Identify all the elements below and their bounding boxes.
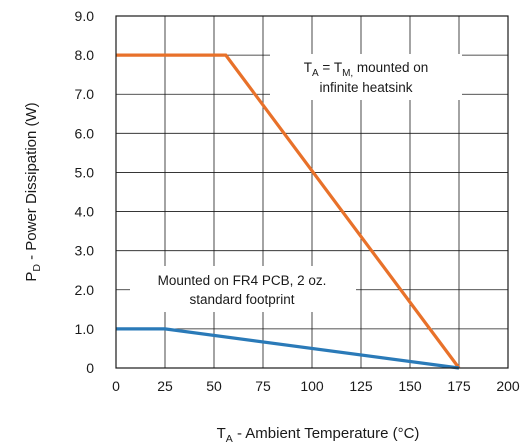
x-tick-label: 50 [206,378,222,394]
x-axis-label-main: T [217,425,226,442]
y-tick-label: 6.0 [75,125,95,141]
y-tick-label: 0 [86,360,94,376]
y-tick-label: 9.0 [75,8,95,24]
x-axis-label: TA - Ambient Temperature (°C) [217,425,420,445]
y-axis-label-rest: - Power Dissipation (W) [23,102,40,264]
x-tick-label: 75 [255,378,271,394]
series-line-0 [116,53,461,369]
y-axis-label-main: P [23,272,40,282]
annotation-heatsink-line2: infinite heatsink [319,80,412,95]
y-tick-label: 7.0 [75,86,95,102]
y-tick-label: 2.0 [75,282,95,298]
y-tick-labels: 0 1.0 2.0 3.0 4.0 5.0 6.0 7.0 8.0 9.0 [75,8,95,376]
annotation-heatsink-line1: TA = TM, mounted on [304,60,428,79]
annotation-heatsink-eq: = T [319,60,342,75]
x-tick-label: 200 [496,378,520,394]
x-tick-label: 25 [157,378,173,394]
annotation-pcb-line2: standard footprint [189,292,294,307]
y-tick-label: 5.0 [75,164,95,180]
x-tick-label: 175 [447,378,471,394]
x-tick-labels: 0 25 50 75 100 125 150 175 200 [112,378,520,394]
series-group [116,53,461,370]
x-axis-label-rest: - Ambient Temperature (°C) [233,425,420,442]
y-tick-label: 8.0 [75,47,95,63]
series-line-1 [116,327,460,370]
y-axis-label: PD - Power Dissipation (W) [23,102,43,281]
x-axis-label-sub: A [226,433,233,445]
x-tick-label: 150 [398,378,422,394]
annotation-heatsink-eq-sub: M, [342,68,353,79]
annotation-heatsink-bg [270,54,462,100]
x-tick-label: 100 [300,378,324,394]
annotation-pcb-line1: Mounted on FR4 PCB, 2 oz. [158,273,327,288]
y-tick-label: 3.0 [75,243,95,259]
plot-frame [115,15,509,369]
annotation-heatsink-rest: mounted on [353,60,428,75]
x-tick-label: 125 [349,378,373,394]
y-tick-label: 1.0 [75,321,95,337]
annotation-heatsink-t: T [304,60,312,75]
x-tick-label: 0 [112,378,120,394]
y-tick-label: 4.0 [75,204,95,220]
annotation-heatsink-t-sub: A [312,68,319,79]
annotation-pcb-bg [130,266,356,312]
y-axis-label-sub: D [31,264,43,272]
